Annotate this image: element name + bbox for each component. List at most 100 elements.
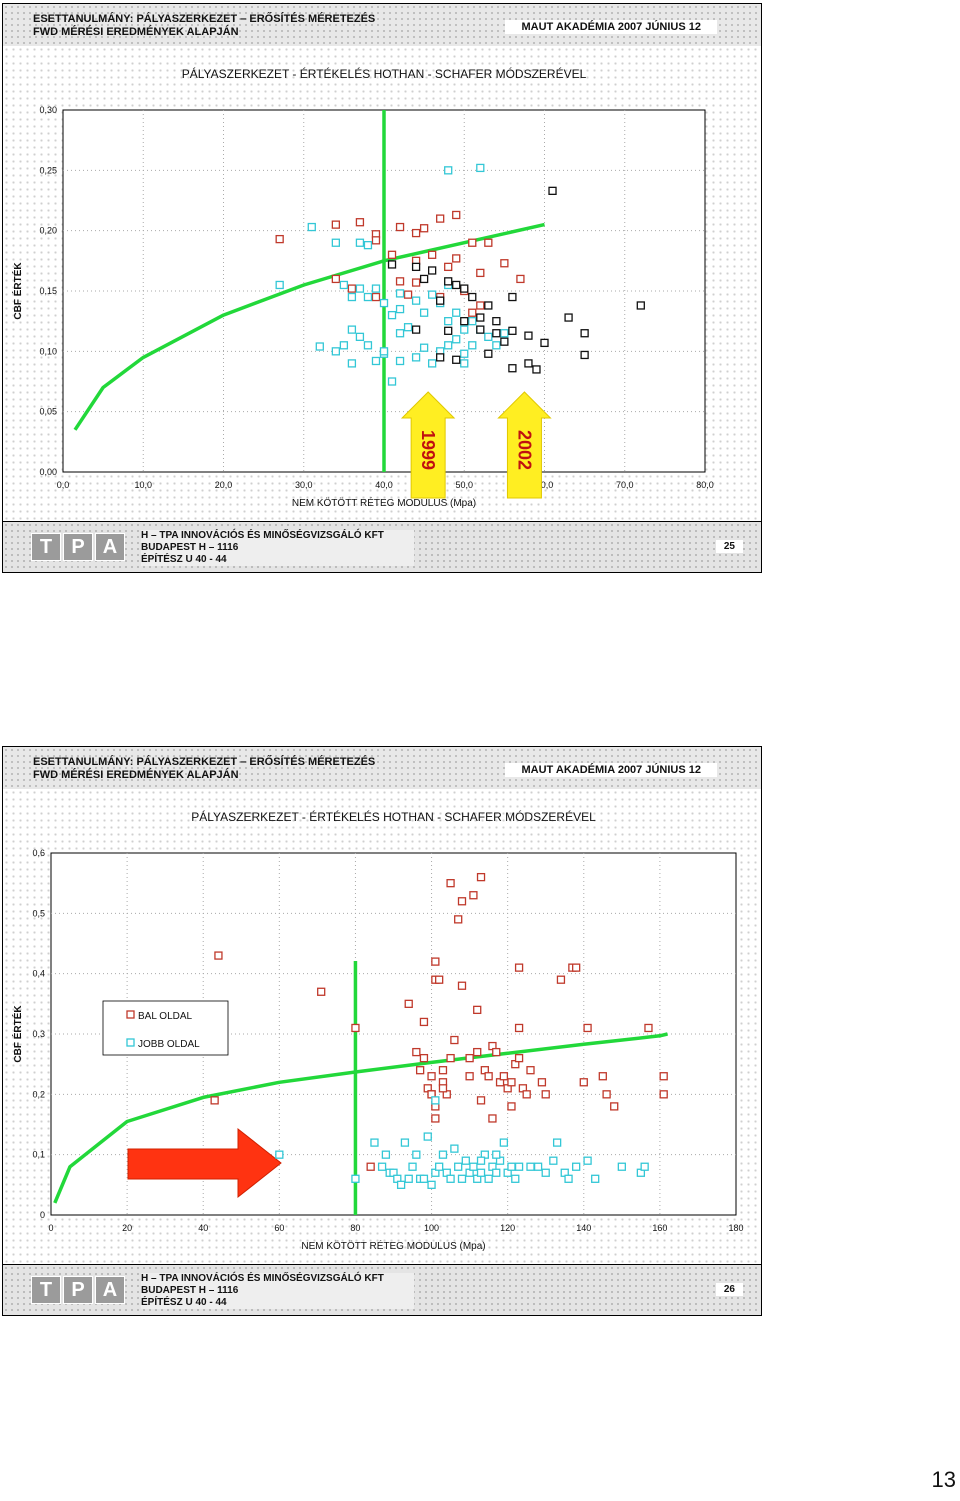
data-point-black	[540, 338, 549, 348]
data-point-red	[331, 274, 341, 284]
data-point-red	[395, 277, 405, 286]
data-point-black	[532, 365, 541, 374]
data-point-cyan	[640, 1162, 649, 1171]
data-point-cyan	[400, 1138, 410, 1147]
data-point-red	[446, 1053, 455, 1063]
data-point-cyan	[395, 329, 405, 338]
logo-letter-p: P	[63, 1276, 93, 1304]
data-point-cyan	[452, 335, 461, 344]
data-point-cyan	[427, 290, 437, 299]
data-point-red	[214, 951, 223, 960]
data-point-black	[476, 325, 485, 334]
data-point-cyan	[419, 308, 429, 317]
data-point-red	[371, 292, 381, 302]
data-point-red	[412, 1047, 421, 1057]
data-point-black	[419, 274, 429, 284]
tpa-logo: T P A	[31, 533, 125, 561]
data-point-cyan	[331, 347, 341, 356]
data-point-black	[580, 350, 589, 360]
x-tick-label: 60,0	[536, 480, 554, 490]
data-point-cyan	[476, 1156, 486, 1165]
x-tick-label: 40,0	[375, 480, 393, 490]
data-point-red	[411, 228, 421, 238]
data-point-red	[355, 218, 365, 227]
data-point-red	[572, 963, 581, 972]
y-axis-label: CBF ÉRTÉK	[11, 1005, 24, 1063]
logo-letter-t: T	[31, 1276, 61, 1304]
data-point-red	[500, 259, 509, 268]
data-point-cyan	[395, 289, 405, 298]
data-point-red	[395, 222, 405, 232]
data-point-red	[514, 1053, 524, 1063]
data-point-cyan	[435, 1162, 444, 1171]
x-tick-label: 40	[198, 1223, 208, 1233]
chart-scatter-1: 0,0 10,0 20,0 30,0 40,0 50,0 60,0 70,0 80,0 0,00 0…	[11, 66, 714, 509]
data-point-cyan	[461, 1156, 470, 1165]
data-point-red	[610, 1102, 619, 1111]
data-point-cyan	[572, 1162, 581, 1171]
footer-company: H – TPA INNOVÁCIÓS ÉS MINŐSÉGVIZSGÁLÓ KF…	[141, 1273, 384, 1284]
data-point-red	[275, 234, 284, 244]
x-tick-label: 30,0	[295, 480, 313, 490]
data-point-black	[508, 292, 517, 302]
data-point-cyan	[492, 1150, 501, 1159]
tpa-logo: T P A	[31, 1276, 125, 1304]
data-point-red	[514, 963, 524, 972]
data-point-red	[541, 1090, 550, 1099]
data-point-cyan	[363, 240, 373, 250]
y-tick-label: 0,10	[39, 346, 57, 356]
data-point-cyan	[492, 1168, 501, 1177]
y-tick-label: 0	[40, 1210, 45, 1220]
data-point-red	[526, 1066, 535, 1075]
data-point-cyan	[387, 310, 397, 320]
chart-title: PÁLYASZERKEZET - ÉRTÉKELÉS HOTHAN - SCHA…	[182, 66, 587, 81]
data-point-red	[415, 1066, 425, 1075]
data-point-red	[522, 1090, 531, 1099]
hothan-schafer-curve	[73, 222, 545, 431]
data-point-cyan	[275, 280, 284, 290]
data-point-black	[387, 260, 397, 269]
document-page-number: 13	[931, 1467, 956, 1492]
slide-25: ESETTANULMÁNY: PÁLYASZERKEZET – ERŐSÍTÉS…	[2, 3, 762, 573]
data-point-cyan	[370, 1138, 379, 1147]
legend-box	[102, 1000, 229, 1056]
data-point-cyan	[484, 332, 493, 342]
x-axis-label: NEM KÖTÖTT RÉTEG MODULUS (Mpa)	[292, 496, 476, 509]
data-point-red	[431, 1114, 440, 1123]
data-point-black	[427, 266, 437, 275]
data-point-black	[636, 301, 645, 310]
data-point-black	[508, 326, 517, 335]
footer-address: H – TPA INNOVÁCIÓS ÉS MINŐSÉGVIZSGÁLÓ KF…	[141, 530, 414, 566]
data-point-red	[454, 915, 463, 924]
y-tick-label: 0,6	[32, 848, 45, 858]
data-point-red	[419, 224, 429, 233]
data-point-cyan	[446, 1174, 455, 1183]
data-point-red	[468, 238, 477, 247]
data-point-cyan	[411, 353, 421, 362]
data-point-cyan	[339, 341, 349, 350]
y-tick-label: 0,15	[39, 286, 57, 296]
data-point-cyan	[549, 1156, 558, 1165]
data-point-red	[210, 1096, 219, 1105]
data-point-cyan	[411, 296, 421, 305]
header-event: MAUT AKADÉMIA 2007 JÚNIUS 12	[505, 763, 717, 777]
slide-header: ESETTANULMÁNY: PÁLYASZERKEZET – ERŐSÍTÉS…	[3, 4, 761, 46]
data-point-red	[476, 301, 485, 310]
data-point-cyan	[427, 359, 437, 368]
x-tick-label: 80	[350, 1223, 360, 1233]
slide-body: 0,0 10,0 20,0 30,0 40,0 50,0 60,0 70,0 80,0 0,00 0…	[3, 46, 761, 522]
data-point-cyan	[427, 1180, 436, 1189]
data-point-red	[419, 1017, 429, 1027]
y-tick-label: 0,20	[39, 226, 57, 236]
data-point-red	[659, 1072, 668, 1081]
y-axis-label: CBF ÉRTÉK	[11, 262, 24, 320]
data-point-black	[492, 329, 501, 338]
data-point-red	[537, 1078, 547, 1087]
data-point-red	[419, 1053, 429, 1063]
data-point-black	[564, 313, 573, 322]
data-point-cyan	[552, 1138, 562, 1147]
data-point-red	[579, 1078, 588, 1087]
x-tick-label: 50,0	[455, 480, 473, 490]
data-point-red	[516, 274, 525, 284]
data-point-cyan	[423, 1132, 432, 1141]
